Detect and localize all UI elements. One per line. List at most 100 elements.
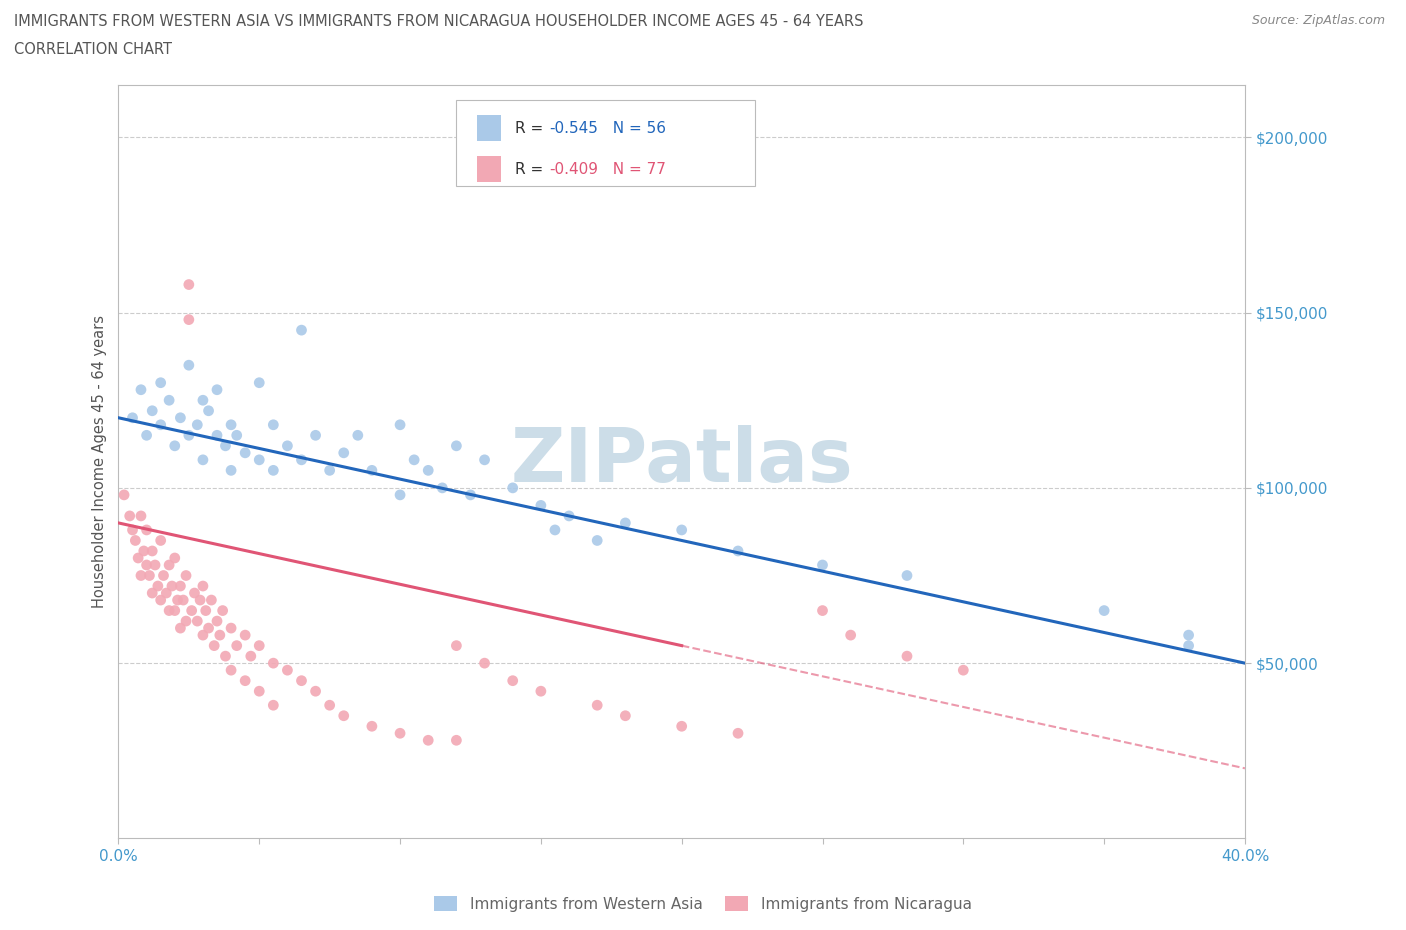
Point xyxy=(290,673,312,688)
Point xyxy=(389,725,412,740)
Text: -0.409: -0.409 xyxy=(548,162,598,177)
Point xyxy=(586,698,609,712)
Point xyxy=(418,733,440,748)
Point xyxy=(219,463,242,478)
Point xyxy=(558,509,581,524)
Point xyxy=(157,392,180,407)
Point xyxy=(276,663,298,678)
Point xyxy=(225,428,247,443)
Point xyxy=(121,410,143,425)
Point xyxy=(247,452,270,467)
Point xyxy=(205,428,228,443)
Point xyxy=(544,523,567,538)
Point xyxy=(135,523,157,538)
Point xyxy=(197,620,219,635)
FancyBboxPatch shape xyxy=(477,156,502,182)
Point xyxy=(141,586,163,601)
Point xyxy=(225,638,247,653)
Point xyxy=(149,533,172,548)
Point xyxy=(233,628,256,643)
Point xyxy=(233,673,256,688)
Point xyxy=(197,404,219,418)
Point xyxy=(188,592,211,607)
Point xyxy=(211,604,233,618)
Point xyxy=(121,523,143,538)
Point xyxy=(177,277,200,292)
Point xyxy=(952,663,974,678)
Text: CORRELATION CHART: CORRELATION CHART xyxy=(14,42,172,57)
Text: Source: ZipAtlas.com: Source: ZipAtlas.com xyxy=(1251,14,1385,27)
Point xyxy=(169,410,191,425)
Text: N = 56: N = 56 xyxy=(603,121,666,136)
Point xyxy=(586,533,609,548)
Point xyxy=(132,543,155,558)
Point xyxy=(276,438,298,453)
Point xyxy=(202,638,225,653)
Point xyxy=(290,452,312,467)
Point xyxy=(262,418,284,432)
Point xyxy=(219,418,242,432)
Point xyxy=(304,60,326,74)
Point xyxy=(671,719,693,734)
Y-axis label: Householder Income Ages 45 - 64 years: Householder Income Ages 45 - 64 years xyxy=(93,315,107,608)
Point xyxy=(460,487,482,502)
Point xyxy=(157,604,180,618)
Point xyxy=(214,649,236,664)
Point xyxy=(155,586,177,601)
Point xyxy=(530,684,553,698)
Point xyxy=(811,604,834,618)
Point xyxy=(262,463,284,478)
Point xyxy=(389,487,412,502)
Point xyxy=(205,614,228,629)
Point xyxy=(149,592,172,607)
Point xyxy=(191,452,214,467)
FancyBboxPatch shape xyxy=(477,115,502,141)
Text: R =: R = xyxy=(515,121,548,136)
Point xyxy=(129,382,152,397)
Point xyxy=(200,592,222,607)
Point xyxy=(194,604,217,618)
Point xyxy=(180,604,202,618)
Point xyxy=(530,498,553,512)
Point xyxy=(896,568,918,583)
Point xyxy=(318,698,340,712)
Point xyxy=(614,515,637,530)
Point xyxy=(811,558,834,573)
Point xyxy=(141,404,163,418)
Point xyxy=(146,578,169,593)
Point xyxy=(446,733,468,748)
Point xyxy=(163,604,186,618)
Point xyxy=(129,568,152,583)
Point xyxy=(614,709,637,724)
Point xyxy=(219,620,242,635)
Point xyxy=(446,638,468,653)
Point xyxy=(1177,638,1199,653)
Point xyxy=(332,445,354,460)
Point xyxy=(474,452,496,467)
Point xyxy=(149,376,172,391)
Point xyxy=(332,709,354,724)
Point xyxy=(163,438,186,453)
FancyBboxPatch shape xyxy=(457,100,755,187)
Point xyxy=(169,620,191,635)
Point xyxy=(318,463,340,478)
Legend: Immigrants from Western Asia, Immigrants from Nicaragua: Immigrants from Western Asia, Immigrants… xyxy=(429,889,977,918)
Point xyxy=(446,438,468,453)
Point xyxy=(186,418,208,432)
Point xyxy=(1092,604,1115,618)
Point xyxy=(118,509,141,524)
Point xyxy=(346,428,368,443)
Point xyxy=(361,719,384,734)
Point xyxy=(186,614,208,629)
Point xyxy=(191,628,214,643)
Text: N = 77: N = 77 xyxy=(603,162,665,177)
Text: R =: R = xyxy=(515,162,548,177)
Point xyxy=(157,558,180,573)
Point xyxy=(247,684,270,698)
Point xyxy=(671,523,693,538)
Point xyxy=(262,698,284,712)
Point xyxy=(1177,628,1199,643)
Point xyxy=(262,656,284,671)
Point xyxy=(127,551,149,565)
Point xyxy=(177,312,200,327)
